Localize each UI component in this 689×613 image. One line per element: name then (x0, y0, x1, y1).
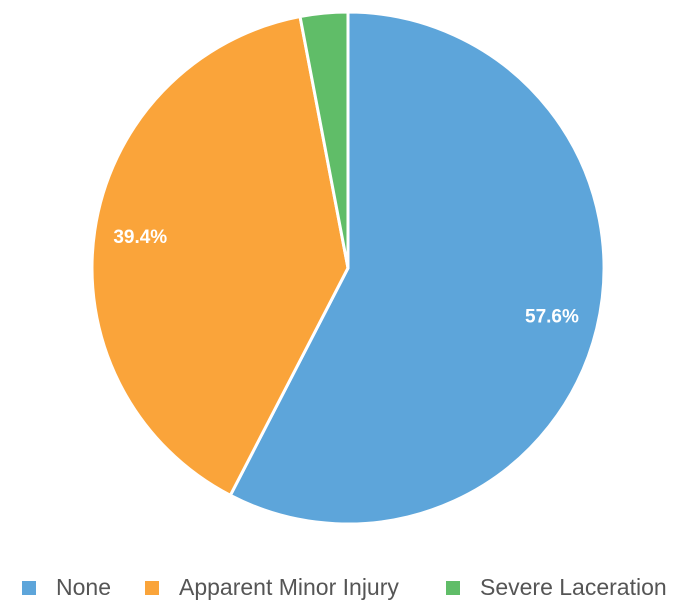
data-label: 39.4% (113, 227, 167, 248)
legend-swatch (145, 581, 159, 595)
data-label: 57.6% (525, 307, 579, 328)
legend-label: Severe Laceration (480, 574, 667, 600)
pie-slice (90, 14, 350, 498)
pie-slice (228, 10, 606, 526)
legend-swatch (446, 581, 460, 595)
legend-label: None (56, 574, 111, 600)
legend-label: Apparent Minor Injury (179, 574, 399, 600)
legend-swatch (22, 581, 36, 595)
pie-slice (298, 10, 350, 269)
